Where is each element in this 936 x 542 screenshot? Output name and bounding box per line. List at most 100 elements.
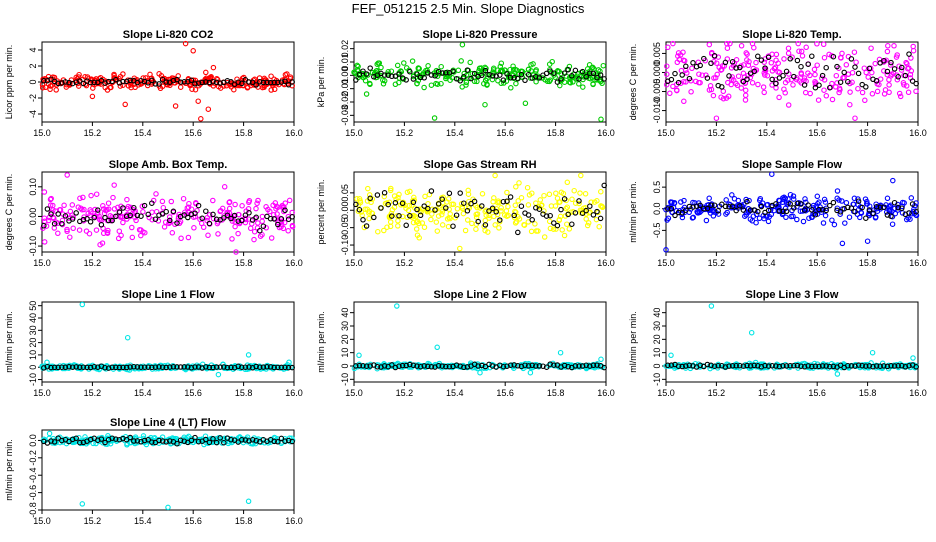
overlay-point (210, 211, 216, 218)
data-point (110, 194, 116, 201)
overlay-point (762, 362, 768, 369)
data-point (64, 228, 70, 235)
data-point (124, 334, 131, 341)
data-point (447, 211, 453, 217)
y-tick-label: 40 (652, 308, 662, 318)
overlay-point (410, 199, 417, 206)
x-tick-label: 15.2 (84, 128, 102, 138)
series-points (39, 40, 295, 122)
overlay-point (116, 364, 123, 371)
overlay-point (285, 364, 292, 371)
overlay-point (704, 205, 711, 212)
overlay-point (913, 209, 919, 215)
data-point (696, 71, 702, 77)
data-point (409, 58, 416, 64)
data-point (289, 222, 296, 229)
overlay-point (870, 210, 876, 217)
overlay-point (468, 75, 474, 82)
data-point (419, 220, 426, 226)
data-point (783, 214, 789, 221)
overlay-point (722, 203, 729, 210)
overlay-point (461, 74, 467, 80)
y-tick-label: 0 (28, 79, 38, 84)
data-point (69, 202, 76, 208)
overlay-point (87, 219, 94, 225)
y-tick-label: 0.005 (652, 42, 662, 65)
overlay-point (282, 207, 288, 214)
overlay-point (195, 202, 202, 209)
x-tick-label: 15.2 (708, 128, 726, 138)
data-point (840, 75, 846, 81)
overlay-point (249, 217, 256, 223)
data-point (707, 365, 713, 372)
data-point (505, 212, 511, 219)
overlay-point (668, 362, 675, 368)
overlay-point (62, 364, 69, 371)
data-point (88, 192, 94, 199)
data-point (81, 206, 87, 213)
data-point (111, 182, 117, 188)
y-tick-label: 30 (28, 325, 38, 335)
data-point (454, 206, 461, 212)
data-point (852, 115, 858, 121)
overlay-point (381, 72, 388, 78)
data-point (550, 226, 557, 232)
data-point (779, 199, 786, 205)
overlay-point (558, 206, 564, 213)
overlay-point (77, 364, 83, 371)
data-point (497, 63, 504, 70)
data-point (103, 366, 109, 372)
overlay-point (267, 79, 274, 86)
chart-panel-rh: Slope Gas Stream RH 15.0 15.2 15.4 15.6 15.8 1… (316, 159, 615, 268)
data-point (865, 74, 871, 80)
data-point (232, 201, 238, 208)
x-tick-label: 15.8 (547, 388, 565, 398)
data-point (387, 219, 394, 225)
overlay-point (242, 364, 249, 370)
overlay-point (672, 212, 678, 219)
overlay-point (249, 79, 256, 86)
overlay-point (873, 204, 880, 210)
overlay-point (450, 223, 456, 229)
data-point (872, 60, 878, 67)
data-point (172, 103, 179, 109)
data-point (46, 430, 53, 437)
overlay-point (59, 437, 65, 444)
data-point (576, 200, 582, 207)
y-tick-label: 0.05 (340, 184, 350, 202)
data-point (869, 91, 876, 97)
data-point (165, 504, 171, 511)
data-point (851, 49, 858, 55)
data-point (753, 219, 759, 226)
overlay-point (704, 361, 711, 368)
overlay-point (109, 435, 115, 441)
data-point (493, 206, 500, 212)
data-point (795, 40, 801, 47)
data-point (598, 203, 604, 209)
data-point (463, 82, 469, 88)
data-point (191, 225, 197, 231)
data-point (587, 75, 594, 82)
panel-title: Slope Line 1 Flow (122, 289, 215, 301)
data-point (821, 87, 827, 93)
x-tick-label: 15.4 (134, 516, 152, 526)
overlay-point (791, 205, 797, 211)
data-point (598, 356, 604, 363)
overlay-point (529, 217, 535, 223)
overlay-point (374, 192, 381, 198)
overlay-point (881, 363, 887, 369)
overlay-point (601, 364, 607, 371)
data-point (693, 78, 699, 85)
overlay-point (518, 203, 525, 209)
data-point (496, 225, 502, 231)
data-point (272, 435, 278, 441)
overlay-point (134, 212, 141, 219)
overlay-point (686, 75, 693, 82)
y-tick-label: -0.02 (340, 92, 350, 113)
panel-title: Slope Line 3 Flow (746, 289, 839, 301)
data-point (548, 203, 555, 209)
x-tick-label: 15.0 (657, 388, 675, 398)
overlay-point (271, 79, 277, 86)
data-point (728, 81, 734, 88)
data-point (532, 221, 538, 227)
